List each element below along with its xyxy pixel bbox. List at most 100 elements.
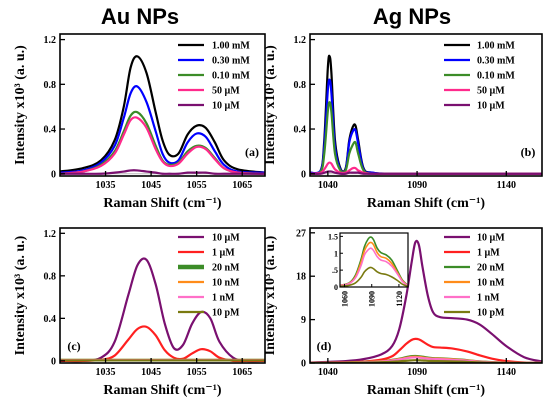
y-tick-label: 0.8 (44, 80, 57, 91)
legend-label-3: 20 nM (212, 263, 240, 274)
inset-series-line-3 (340, 247, 408, 287)
series-line-2 (310, 337, 542, 363)
series-line-2 (60, 85, 265, 174)
x-axis-label: Raman Shift (cm⁻¹) (103, 196, 221, 211)
series-group (310, 239, 542, 363)
series-line-5 (60, 169, 265, 175)
legend-label-5: 1 nM (212, 293, 235, 304)
inset-x-tick-label: 1120 (395, 291, 404, 307)
y-axis-label: Intensity x10³ (a. u.) (13, 235, 28, 355)
x-axis-label: Raman Shift (cm⁻¹) (103, 383, 221, 398)
inset-y-tick-label: .5 (332, 266, 338, 275)
series-line-1 (310, 239, 542, 363)
legend-label-4: 10 nM (212, 278, 240, 289)
legend-label-5: 10 µM (212, 101, 240, 112)
legend-label-6: 10 pM (477, 308, 505, 319)
series-line-2 (310, 78, 542, 175)
y-tick-label: 0 (301, 359, 306, 370)
y-axis-label: Intensity x10³ (a. u.) (263, 45, 278, 165)
panel-c: 1035 1045 1055 1065 0 0.4 0.8 1.2 Raman Shift (c… (13, 227, 266, 398)
inset-y-tick-label: 1 (334, 249, 338, 258)
inset-x-tick-label: 1060 (341, 291, 350, 307)
y-tick-label: 0.4 (294, 125, 307, 136)
legend-label-2: 0.30 mM (477, 56, 515, 67)
series-line-1 (60, 55, 265, 174)
y-axis-label: Intensity x10³ (a. u.) (263, 235, 278, 355)
title-ag-nps: Ag NPs (373, 4, 451, 29)
y-tick-label: 0 (51, 169, 56, 180)
inset-x-tick-label: 1090 (368, 291, 377, 307)
series-group (60, 257, 265, 363)
legend-label-5: 1 nM (477, 293, 500, 304)
x-tick-label: 1090 (407, 367, 427, 378)
series-group (60, 55, 265, 175)
y-tick-label: 1.2 (44, 35, 57, 46)
legend-label-4: 10 nM (477, 278, 505, 289)
x-tick-label: 1035 (96, 180, 116, 191)
y-axis-label: Intensity x10³ (a. u.) (13, 45, 28, 165)
y-tick-label: 0.8 (44, 271, 57, 282)
legend-label-2: 1 µM (477, 248, 500, 259)
legend-label-1: 1.00 mM (477, 41, 515, 52)
panel-label: (c) (67, 339, 80, 353)
legend-label-1: 10 µM (212, 233, 240, 244)
legend-label-1: 10 µM (477, 233, 505, 244)
panel-b: 1040 1090 1140 0 0.4 0.8 1.2 Raman Shift (cm⁻¹)… (263, 33, 543, 211)
inset-series-group (340, 236, 408, 287)
legend-label-6: 10 pM (212, 308, 240, 319)
x-tick-label: 1140 (497, 180, 516, 191)
panels: 1035 1045 1055 1065 0 0.4 0.8 1.2 Raman Shift (c… (13, 33, 543, 398)
x-tick-label: 1065 (232, 180, 252, 191)
panel-label: (d) (317, 339, 332, 353)
inset-y-tick-label: 0 (334, 283, 338, 292)
y-tick-label: 0.4 (44, 125, 57, 136)
legend-label-4: 50 µM (212, 86, 240, 97)
plot-frame (309, 33, 543, 177)
x-tick-label: 1045 (141, 180, 161, 191)
series-line-3 (310, 101, 542, 176)
y-tick-label: 9 (301, 315, 306, 326)
legend-label-5: 10 µM (477, 101, 505, 112)
plot-frame (59, 33, 266, 177)
plot-frame (309, 227, 543, 364)
y-tick-label: 27 (296, 228, 306, 239)
legend-label-4: 50 µM (477, 86, 505, 97)
title-au-nps: Au NPs (101, 4, 179, 29)
y-tick-label: 18 (296, 272, 306, 283)
x-tick-label: 1045 (141, 367, 161, 378)
series-line-1 (60, 257, 265, 363)
panel-a: 1035 1045 1055 1065 0 0.4 0.8 1.2 Raman Shift (c… (13, 33, 266, 211)
legend-label-2: 1 µM (212, 248, 235, 259)
series-group (310, 54, 542, 176)
x-axis-label: Raman Shift (cm⁻¹) (367, 383, 485, 398)
x-tick-label: 1090 (407, 180, 427, 191)
y-tick-label: 0.8 (294, 80, 307, 91)
y-tick-label: 0 (301, 169, 306, 180)
x-tick-label: 1065 (232, 367, 252, 378)
series-line-2 (60, 325, 265, 363)
inset-y-tick-label: 1.5 (328, 232, 338, 241)
x-tick-label: 1055 (187, 180, 207, 191)
legend-label-3: 0.10 mM (212, 71, 250, 82)
y-tick-label: 1.2 (294, 35, 307, 46)
x-axis-label: Raman Shift (cm⁻¹) (367, 196, 485, 211)
legend-label-2: 0.30 mM (212, 56, 250, 67)
legend-label-1: 1.00 mM (212, 41, 250, 52)
x-tick-label: 1055 (187, 367, 207, 378)
y-tick-label: 0.4 (44, 314, 57, 325)
x-tick-label: 1140 (497, 367, 516, 378)
y-tick-label: 1.2 (44, 229, 57, 240)
y-tick-label: 0 (51, 356, 56, 367)
inset: 1060 1090 1120 0 .5 1 1.5 (328, 232, 409, 307)
legend-label-3: 0.10 mM (477, 71, 515, 82)
x-tick-label: 1035 (96, 367, 116, 378)
x-tick-label: 1040 (318, 180, 338, 191)
panel-label: (b) (521, 145, 536, 159)
panel-d: 1040 1090 1140 0 9 18 27 Raman Shift (cm⁻¹) Inte… (263, 227, 543, 398)
plot-frame (59, 227, 266, 364)
panel-label: (a) (245, 145, 259, 159)
legend-label-3: 20 nM (477, 263, 505, 274)
inset-series-line-4 (340, 266, 408, 287)
series-line-4 (60, 116, 265, 175)
